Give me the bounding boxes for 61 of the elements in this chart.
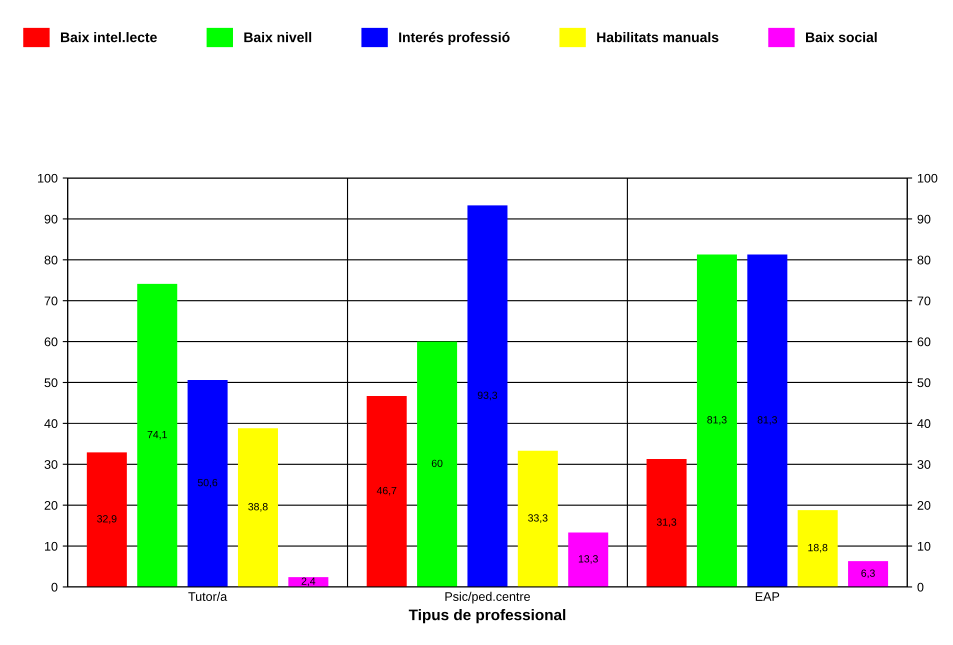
bar xyxy=(467,205,508,587)
bar xyxy=(238,428,278,587)
y2-tick-label: 90 xyxy=(918,214,930,224)
data-label: 50,6 xyxy=(198,478,218,488)
y2-tick-label: 20 xyxy=(918,500,930,510)
y-tick-label: 100 xyxy=(38,174,58,183)
x-tick-label: Tutor/a xyxy=(188,592,228,601)
bar xyxy=(568,532,608,587)
bar xyxy=(747,254,788,587)
data-label: 81,3 xyxy=(758,416,778,425)
y-tick-label: 20 xyxy=(44,500,58,510)
y-tick-label: 70 xyxy=(44,296,58,306)
bar xyxy=(848,561,888,587)
bar xyxy=(417,342,458,587)
legend-label: Baix social xyxy=(806,32,877,42)
bar xyxy=(137,284,178,587)
y-tick-label: 80 xyxy=(44,256,58,264)
y-tick-label: 10 xyxy=(44,542,58,551)
data-label: 60 xyxy=(432,460,442,468)
bar xyxy=(288,577,328,587)
legend-label: Habilitats manuals xyxy=(597,32,718,42)
y2-tick-label: 50 xyxy=(917,378,930,388)
data-label: 93,3 xyxy=(478,392,498,400)
data-label: 13,3 xyxy=(578,555,598,564)
y2-tick-label: 0 xyxy=(917,582,924,592)
y-tick-label: 50 xyxy=(44,378,58,388)
y-tick-label: 90 xyxy=(44,214,58,224)
data-label: 18,8 xyxy=(808,544,828,553)
data-label: 46,7 xyxy=(376,486,396,496)
y2-tick-label: 70 xyxy=(918,296,930,306)
data-label: 74,1 xyxy=(148,430,167,440)
legend-label: Interés professió xyxy=(399,32,510,45)
data-label: 38,8 xyxy=(248,503,268,512)
y-tick-label: 40 xyxy=(44,419,58,428)
y2-tick-label: 30 xyxy=(917,460,930,469)
bar xyxy=(798,510,838,587)
bar xyxy=(188,380,228,587)
y2-tick-label: 80 xyxy=(918,256,930,264)
y-tick-label: 60 xyxy=(44,337,58,346)
bar xyxy=(366,396,407,587)
bar xyxy=(696,254,737,587)
x-tick-label: EAP xyxy=(756,592,780,601)
data-label: 2,4 xyxy=(302,577,316,586)
legend-label: Baix nivell xyxy=(244,32,312,42)
data-label: 33,3 xyxy=(528,514,548,523)
bar xyxy=(86,452,127,587)
data-label: 31,3 xyxy=(656,518,676,527)
bar xyxy=(646,458,687,587)
legend-label: Baix intel.lecte xyxy=(60,32,157,42)
y2-tick-label: 10 xyxy=(918,542,930,551)
y-tick-label: 0 xyxy=(51,582,58,592)
data-label: 6,3 xyxy=(861,569,875,578)
y2-tick-label: 100 xyxy=(918,174,938,183)
x-tick-label: Psic/ped.centre xyxy=(445,592,530,604)
bar xyxy=(518,450,558,587)
y2-tick-label: 40 xyxy=(917,419,930,428)
data-label: 32,9 xyxy=(97,515,116,524)
x-axis-title: Tipus de professional xyxy=(408,609,566,624)
y2-tick-label: 60 xyxy=(918,337,930,346)
y-tick-label: 30 xyxy=(44,460,58,469)
data-label: 81,3 xyxy=(707,416,727,425)
